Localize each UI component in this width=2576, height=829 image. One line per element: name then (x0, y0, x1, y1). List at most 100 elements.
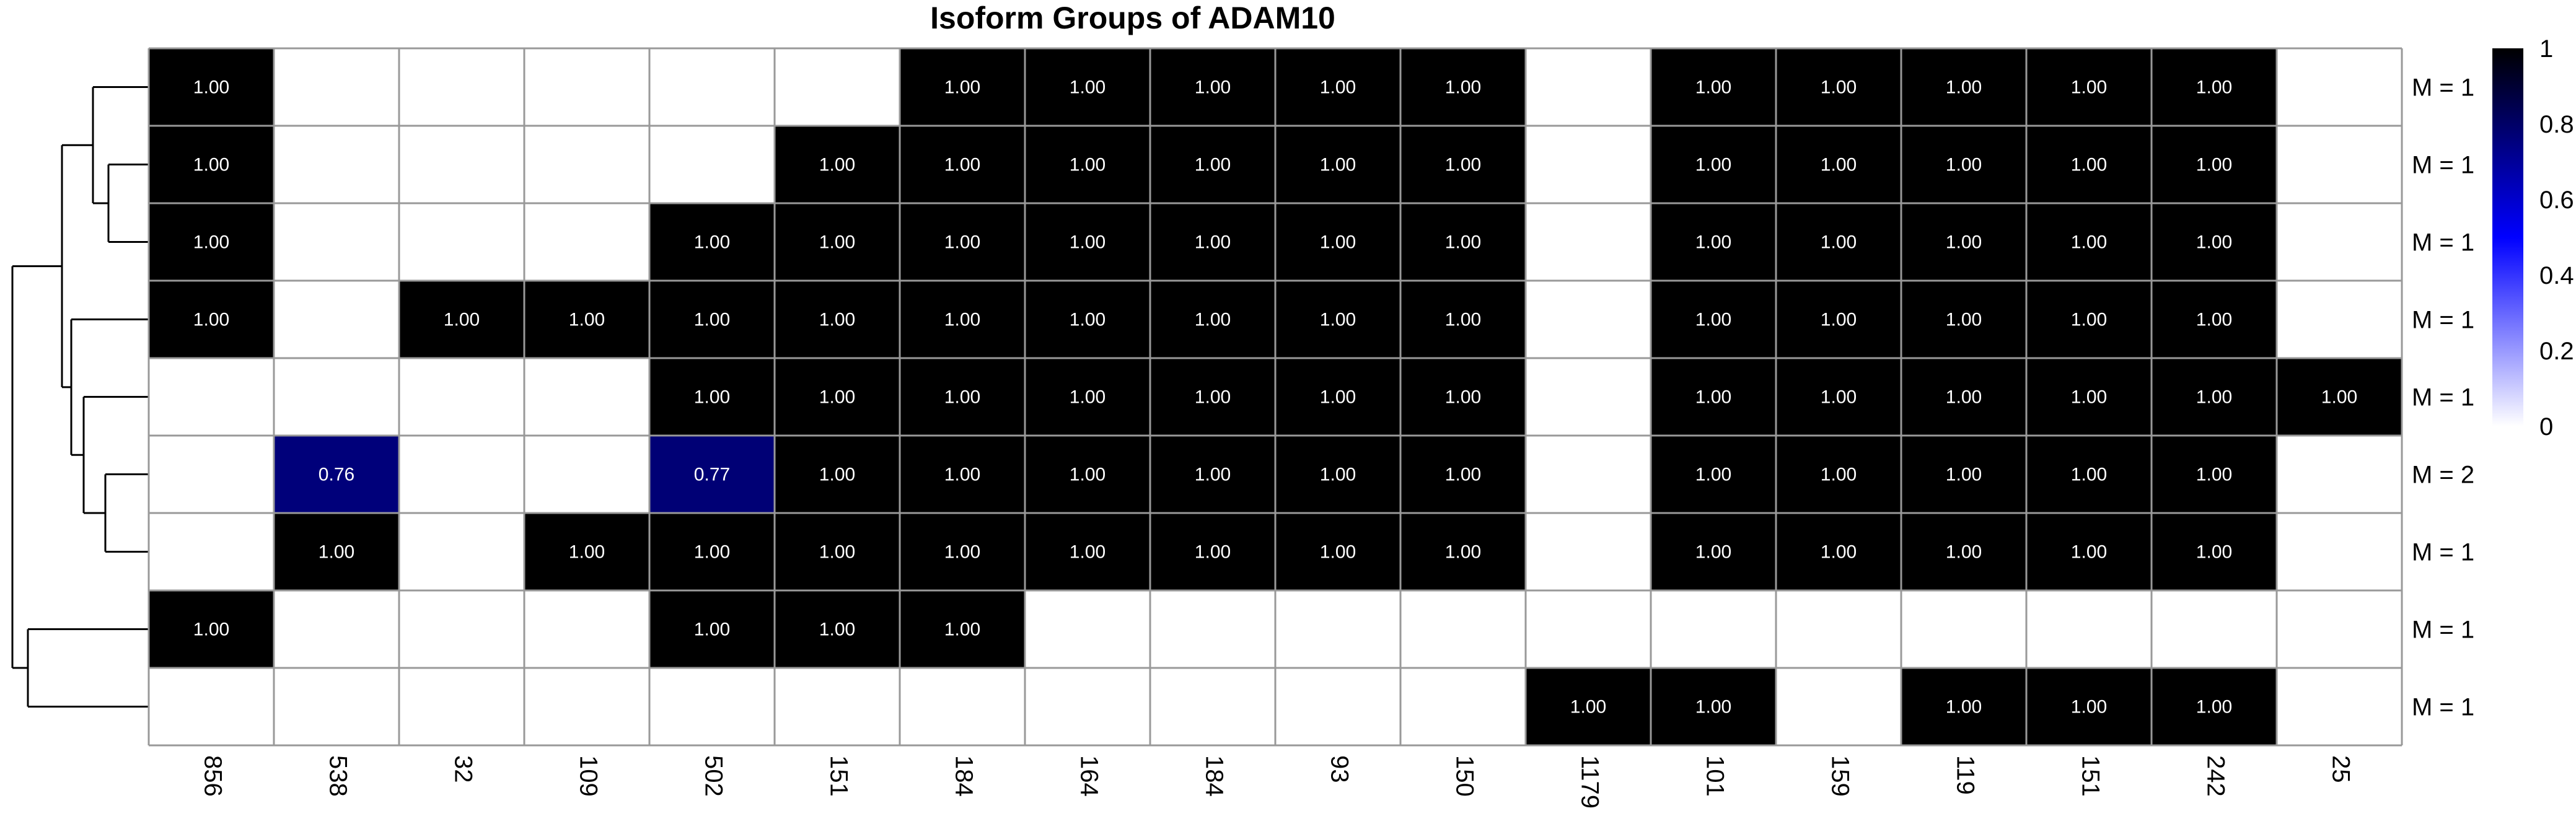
cell-value-label: 1.00 (694, 620, 730, 640)
heatmap-cell (1651, 436, 1776, 513)
heatmap-cell (2026, 590, 2152, 668)
heatmap-cell (2026, 281, 2152, 358)
heatmap-cell (900, 126, 1025, 203)
row-labels: M = 1 M = 1 M = 1 M = 1 M = 1 M = 2 M = 1 M = 1… (2412, 74, 2474, 721)
heatmap-cell (399, 590, 524, 668)
column-label: 32 (449, 755, 477, 783)
heatmap-cell (1901, 590, 2026, 668)
cell-value-label: 1.00 (1320, 155, 1356, 175)
heatmap-cell (1651, 48, 1776, 126)
cell-value-label: 1.00 (1695, 232, 1731, 253)
cell-value-label: 1.00 (819, 620, 855, 640)
heatmap-cell (149, 590, 274, 668)
heatmap-cell (399, 203, 524, 281)
heatmap-cell (1400, 358, 1526, 436)
cell-value-label: 1.00 (1695, 465, 1731, 485)
heatmap-cell (649, 590, 775, 668)
cell-value-label: 1.00 (1070, 387, 1106, 408)
cell-value-label: 1.00 (1445, 387, 1481, 408)
column-labels: 856 538 32 109 502 151 184 164 184 93 150 1179 101 15… (199, 755, 2354, 809)
heatmap-cell (900, 203, 1025, 281)
heatmap-cell (399, 436, 524, 513)
heatmap-cell (149, 281, 274, 358)
column-label: 93 (1325, 755, 1353, 783)
heatmap-cell (1901, 126, 2026, 203)
heatmap-cell (900, 358, 1025, 436)
heatmap-cell (524, 513, 649, 590)
heatmap-cell (1776, 48, 1901, 126)
heatmap-cell (1025, 126, 1150, 203)
cell-value-label: 1.00 (819, 465, 855, 485)
heatmap-cell (524, 203, 649, 281)
heatmap-cell (900, 281, 1025, 358)
heatmap-cell (775, 203, 900, 281)
heatmap-cell (1651, 358, 1776, 436)
heatmap-cell (1651, 281, 1776, 358)
heatmap-cell (1150, 126, 1275, 203)
heatmap-cell (1150, 513, 1275, 590)
cell-value-label: 1.00 (1445, 542, 1481, 563)
heatmap-cell (524, 281, 649, 358)
row-label: M = 1 (2412, 694, 2474, 721)
heatmap-cell (1776, 203, 1901, 281)
heatmap-cell (1400, 668, 1526, 745)
cell-value-label: 1.00 (1195, 542, 1231, 563)
heatmap-cell (2277, 590, 2402, 668)
column-label: 184 (1200, 755, 1228, 797)
heatmap-cell (1400, 48, 1526, 126)
column-label: 150 (1451, 755, 1478, 797)
cell-value-label: 1.00 (694, 310, 730, 330)
column-label: 151 (2077, 755, 2104, 797)
cell-value-label: 1.00 (1070, 465, 1106, 485)
heatmap-cell (274, 436, 399, 513)
cell-value-label: 1.00 (2196, 697, 2232, 717)
column-label: 159 (1826, 755, 1853, 797)
heatmap-cell (1901, 203, 2026, 281)
column-label: 538 (324, 755, 351, 797)
heatmap-cell (775, 358, 900, 436)
cell-value-label: 1.00 (193, 310, 229, 330)
heatmap-cell (1275, 358, 1400, 436)
cell-value-label: 1.00 (193, 232, 229, 253)
cell-value-label: 1.00 (1195, 465, 1231, 485)
heatmap-cell (1901, 513, 2026, 590)
heatmap-cell (1150, 48, 1275, 126)
cell-value-label: 0.76 (319, 465, 354, 485)
heatmap-cell (900, 48, 1025, 126)
cell-value-label: 1.00 (1445, 232, 1481, 253)
cell-value-label: 1.00 (193, 155, 229, 175)
heatmap-cell (1275, 281, 1400, 358)
cell-value-label: 1.00 (2071, 387, 2107, 408)
cell-value-label: 1.00 (944, 465, 980, 485)
cell-value-label: 1.00 (2196, 542, 2232, 563)
cell-value-label: 1.00 (694, 387, 730, 408)
heatmap-cell (1275, 668, 1400, 745)
cell-value-label: 1.00 (1695, 387, 1731, 408)
cell-value-label: 1.00 (1946, 387, 1982, 408)
heatmap-cell (1526, 436, 1651, 513)
heatmap-cell (1150, 281, 1275, 358)
heatmap-cell (2026, 126, 2152, 203)
row-label: M = 1 (2412, 539, 2474, 566)
colorbar-tick-label: 0.6 (2539, 186, 2574, 214)
cell-value-label: 1.00 (944, 77, 980, 98)
heatmap-cell (1275, 48, 1400, 126)
cell-value-label: 1.00 (1570, 697, 1606, 717)
cell-value-label: 1.00 (1070, 310, 1106, 330)
colorbar-tick-label: 0.8 (2539, 111, 2574, 138)
heatmap-cell (775, 590, 900, 668)
cell-value-label: 1.00 (1821, 232, 1857, 253)
cell-value-label: 1.00 (569, 542, 605, 563)
column-label: 242 (2202, 755, 2229, 797)
heatmap-cell (1776, 358, 1901, 436)
heatmap-cell (1025, 203, 1150, 281)
cell-value-label: 1.00 (1070, 542, 1106, 563)
heatmap-cell (900, 668, 1025, 745)
heatmap-cell (649, 436, 775, 513)
cell-value-label: 1.00 (1320, 465, 1356, 485)
heatmap-cell (274, 126, 399, 203)
heatmap-cell (1275, 436, 1400, 513)
heatmap-cell (1776, 590, 1901, 668)
colorbar-gradient (2492, 48, 2523, 426)
